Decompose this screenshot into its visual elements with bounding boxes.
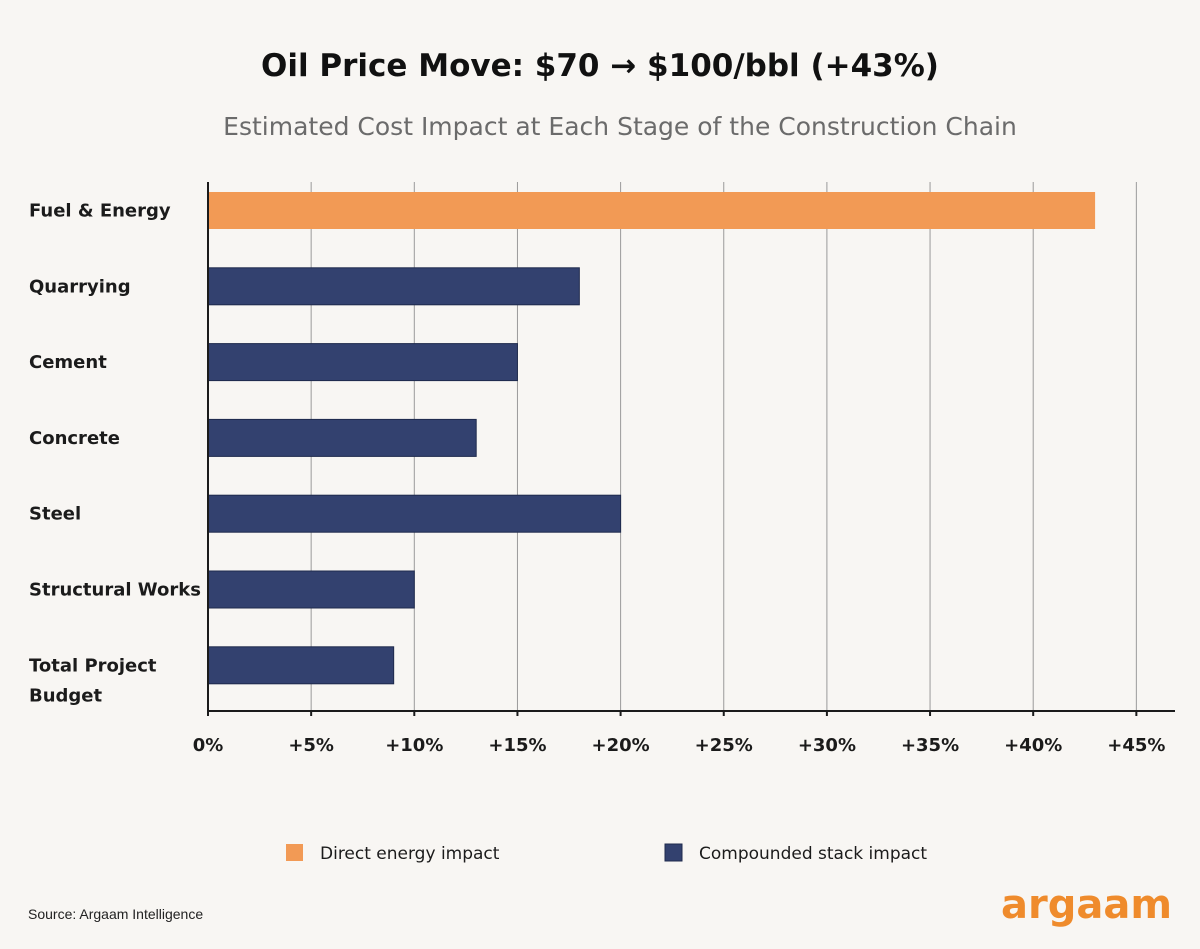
category-label: Fuel & Energy xyxy=(29,201,171,222)
bar-quarrying xyxy=(207,267,580,306)
bar-total-project-budget xyxy=(207,646,395,685)
x-tick-label: 0% xyxy=(193,735,224,756)
legend: Direct energy impact Compounded stack imp… xyxy=(286,843,927,864)
chart-title: Oil Price Move: $70 → $100/bbl (+43%) xyxy=(261,48,939,84)
category-label: Total Project Budget xyxy=(29,655,157,706)
legend-label-direct: Direct energy impact xyxy=(320,844,500,864)
category-labels: Fuel & Energy Quarrying Cement Concrete Stee… xyxy=(29,201,201,707)
x-tick-label: +45% xyxy=(1107,735,1165,756)
source-note: Source: Argaam Intelligence xyxy=(28,906,203,922)
x-tick-labels: 0% +5% +10% +15% +20% +25% +30% +35% +40% +45% xyxy=(193,735,1166,756)
category-label: Cement xyxy=(29,352,107,373)
x-tick-label: +40% xyxy=(1004,735,1062,756)
bar-concrete xyxy=(207,418,477,457)
bars xyxy=(207,192,1096,685)
bar-cement xyxy=(207,343,518,382)
legend-label-compounded: Compounded stack impact xyxy=(699,844,927,864)
x-tick-label: +20% xyxy=(592,735,650,756)
chart-subtitle: Estimated Cost Impact at Each Stage of t… xyxy=(223,112,1017,141)
argaam-logo: argaam xyxy=(1001,882,1172,928)
category-label: Steel xyxy=(29,504,81,525)
x-tick-label: +30% xyxy=(798,735,856,756)
x-tick-label: +10% xyxy=(385,735,443,756)
legend-swatch-direct xyxy=(286,844,303,861)
bar-fuel-energy xyxy=(208,192,1096,229)
category-label: Structural Works xyxy=(29,580,201,601)
axes xyxy=(207,182,1175,716)
category-label: Quarrying xyxy=(29,276,131,297)
x-tick-label: +15% xyxy=(488,735,546,756)
legend-swatch-compounded xyxy=(664,843,683,862)
x-tick-label: +5% xyxy=(288,735,334,756)
bar-steel xyxy=(207,494,622,533)
x-tick-label: +35% xyxy=(901,735,959,756)
x-tick-label: +25% xyxy=(695,735,753,756)
category-label: Concrete xyxy=(29,428,120,449)
bar-structural-works xyxy=(207,570,415,609)
